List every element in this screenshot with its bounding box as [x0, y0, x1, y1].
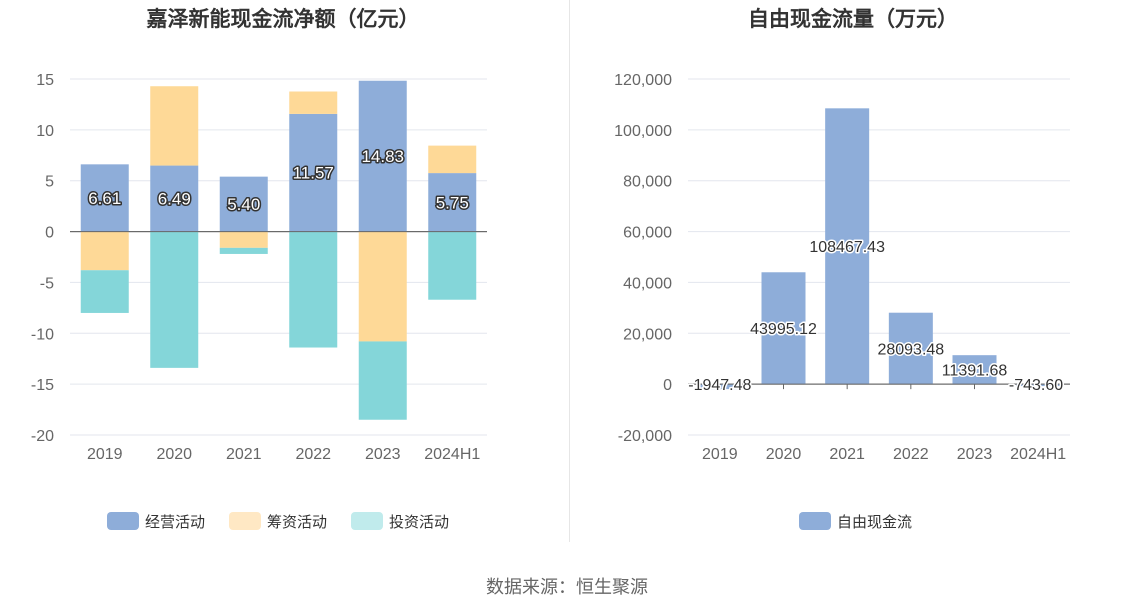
- y-tick-label: 60,000: [623, 225, 672, 242]
- y-tick-label: -20: [31, 428, 54, 445]
- y-tick-label: 10: [36, 123, 54, 140]
- y-tick-label: 5: [45, 174, 54, 191]
- x-tick-label: 2020: [766, 446, 802, 463]
- legend-label: 投资活动: [389, 513, 449, 531]
- y-tick-label: -15: [31, 377, 54, 394]
- y-tick-label: 0: [45, 225, 54, 242]
- bar: [825, 108, 870, 385]
- bar: [150, 86, 199, 166]
- y-tick-label: 15: [36, 72, 54, 89]
- x-tick-label: 2024H1: [1010, 446, 1066, 463]
- bar: [358, 341, 407, 420]
- legend-label: 筹资活动: [267, 513, 327, 531]
- bar: [888, 312, 933, 385]
- x-tick-label: 2020: [156, 446, 192, 463]
- data-label: -1947.48: [688, 377, 751, 394]
- bar: [289, 113, 338, 232]
- legend-label: 经营活动: [145, 513, 205, 531]
- x-tick-label: 2021: [226, 446, 262, 463]
- left-chart-title: 嘉泽新能现金流净额（亿元）: [147, 7, 420, 31]
- cash-flow-chart: 嘉泽新能现金流净额（亿元） -20 -15 -10 -5 0 5 10 15 2019 2020 2…: [31, 7, 487, 531]
- bar: [358, 80, 407, 232]
- bar: [80, 231, 129, 271]
- data-label: 108467.43: [809, 239, 885, 256]
- legend-swatch: [799, 512, 831, 530]
- y-tick-label: 120,000: [614, 72, 672, 89]
- x-tick-label: 2023: [957, 446, 993, 463]
- y-tick-label: 100,000: [614, 123, 672, 140]
- legend-label: 自由现金流: [837, 513, 912, 531]
- x-tick-label: 2023: [365, 446, 401, 463]
- data-label: 11.57: [293, 164, 334, 183]
- data-label: 11391.68: [942, 363, 1008, 380]
- bar: [219, 247, 268, 254]
- data-label: 28093.48: [877, 341, 944, 358]
- bar: [428, 231, 477, 300]
- bar: [952, 355, 997, 385]
- bar: [289, 91, 338, 114]
- y-tick-label: 0: [663, 377, 672, 394]
- data-label: 5.40: [227, 195, 260, 214]
- data-label: 6.49: [158, 190, 191, 209]
- bar: [150, 165, 199, 232]
- bar: [428, 145, 477, 174]
- bar: [80, 164, 129, 232]
- x-tick-label: 2021: [829, 446, 865, 463]
- right-chart-title: 自由现金流量（万元）: [748, 7, 958, 31]
- y-tick-label: -5: [40, 275, 54, 292]
- bar: [150, 231, 199, 368]
- bar: [428, 173, 477, 232]
- y-tick-label: 80,000: [623, 174, 672, 191]
- legend-swatch: [351, 512, 383, 530]
- bar: [358, 231, 407, 342]
- bar: [761, 272, 806, 385]
- x-tick-label: 2022: [295, 446, 331, 463]
- x-tick-label: 2022: [893, 446, 929, 463]
- data-label: 14.83: [361, 147, 404, 166]
- bar: [219, 176, 268, 232]
- bar: [219, 231, 268, 248]
- bar: [80, 270, 129, 313]
- y-tick-label: 40,000: [623, 275, 672, 292]
- data-label: 43995.12: [750, 321, 817, 338]
- y-tick-label: -10: [31, 326, 54, 343]
- legend-swatch: [229, 512, 261, 530]
- free-cash-flow-chart: 自由现金流量（万元） -20,000 0 20,000 40,000 60,000 80,…: [614, 7, 1070, 531]
- x-tick-label: 2019: [87, 446, 123, 463]
- y-tick-label: 20,000: [623, 326, 672, 343]
- bar: [289, 231, 338, 348]
- x-tick-label: 2019: [702, 446, 738, 463]
- data-label: 6.61: [88, 189, 121, 208]
- y-tick-label: -20,000: [618, 428, 672, 445]
- data-source-note: 数据来源：恒生聚源: [486, 577, 648, 598]
- data-label: 5.75: [436, 193, 469, 212]
- x-tick-label: 2024H1: [424, 446, 480, 463]
- legend-swatch: [107, 512, 139, 530]
- data-label: -743.60: [1009, 377, 1063, 394]
